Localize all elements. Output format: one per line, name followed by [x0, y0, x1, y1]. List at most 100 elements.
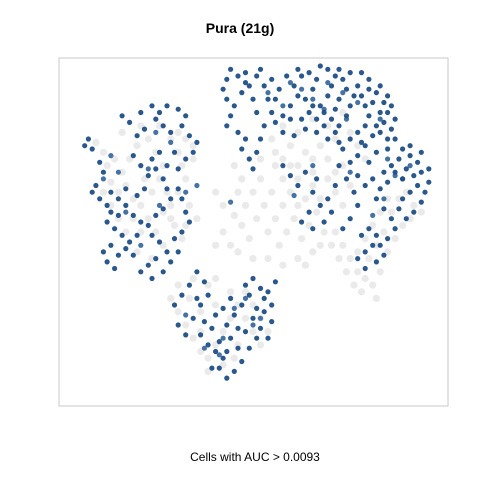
scatter-point-high	[306, 109, 312, 116]
scatter-point-mid	[310, 96, 316, 102]
scatter-point-high	[317, 63, 323, 69]
scatter-point-mid	[291, 192, 297, 199]
scatter-point-high	[175, 186, 181, 192]
scatter-point-background	[238, 221, 246, 229]
scatter-point-high	[370, 242, 376, 248]
scatter-point-mid	[100, 176, 106, 182]
scatter-point-high	[336, 66, 342, 72]
scatter-point-high	[377, 129, 383, 135]
scatter-point-high	[385, 93, 391, 99]
scatter-point-high	[355, 173, 361, 179]
scatter-point-high	[351, 189, 357, 195]
scatter-point-background	[189, 274, 197, 283]
scatter-point-background	[193, 215, 201, 223]
scatter-point-background	[271, 215, 279, 223]
scatter-point-background	[174, 148, 182, 156]
scatter-point-background	[103, 162, 111, 170]
scatter-point-high	[328, 83, 335, 89]
scatter-point-high	[127, 239, 133, 245]
scatter-point-background	[118, 168, 126, 176]
scatter-point-high	[89, 146, 95, 152]
scatter-point-background	[253, 215, 261, 223]
scatter-point-high	[141, 186, 148, 192]
scatter-point-high	[381, 99, 387, 106]
scatter-point-high	[156, 109, 163, 116]
scatter-point-high	[224, 348, 230, 355]
scatter-point-high	[141, 126, 148, 132]
scatter-point-high	[231, 103, 237, 109]
scatter-point-high	[269, 76, 275, 82]
scatter-point-high	[127, 119, 133, 125]
scatter-point-high	[377, 242, 383, 248]
scatter-point-background	[309, 248, 317, 256]
scatter-point-background	[275, 241, 283, 249]
scatter-point-background	[107, 178, 115, 186]
scatter-point-high	[280, 163, 286, 169]
scatter-point-high	[82, 143, 88, 149]
scatter-point-background	[99, 188, 107, 196]
scatter-point-high	[362, 103, 368, 109]
scatter-point-high	[269, 302, 275, 308]
scatter-point-high	[254, 335, 260, 341]
scatter-point-high	[242, 70, 249, 76]
scatter-point-background	[230, 162, 238, 170]
scatter-point-background	[346, 181, 354, 190]
scatter-point-high	[302, 169, 308, 175]
scatter-point-background	[92, 138, 100, 146]
scatter-point-high	[138, 163, 144, 169]
scatter-point-background	[301, 261, 309, 269]
scatter-point-high	[220, 355, 226, 361]
scatter-point-high	[97, 159, 103, 165]
scatter-point-background	[264, 228, 272, 236]
scatter-point-high	[242, 80, 249, 86]
scatter-point-high	[400, 196, 406, 202]
scatter-point-background	[402, 188, 410, 196]
scatter-point-background	[219, 201, 227, 209]
scatter-point-high	[145, 262, 151, 268]
scatter-point-high	[239, 302, 245, 308]
scatter-point-high	[153, 212, 159, 218]
scatter-point-mid	[385, 156, 391, 162]
scatter-point-background	[387, 208, 395, 216]
scatter-point-high	[299, 116, 305, 122]
scatter-point-high	[213, 348, 219, 355]
scatter-point-high	[138, 269, 144, 275]
scatter-point-high	[314, 176, 320, 182]
scatter-point-high	[112, 226, 118, 232]
scatter-point-high	[411, 173, 417, 179]
scatter-point-high	[108, 242, 114, 248]
scatter-point-high	[138, 109, 144, 116]
scatter-point-high	[175, 106, 181, 112]
scatter-point-background	[294, 175, 302, 183]
scatter-point-background	[159, 162, 167, 170]
scatter-point-high	[306, 70, 312, 76]
scatter-point-high	[164, 186, 170, 192]
scatter-point-high	[183, 156, 189, 162]
scatter-point-high	[385, 136, 391, 142]
scatter-point-background	[391, 235, 399, 243]
scatter-point-high	[130, 252, 136, 258]
scatter-point-high	[100, 169, 106, 175]
scatter-point-background	[182, 321, 190, 329]
scatter-point-high	[418, 149, 424, 155]
scatter-point-high	[183, 113, 189, 119]
scatter-point-high	[321, 109, 327, 116]
scatter-point-high	[317, 202, 323, 208]
scatter-point-high	[284, 73, 290, 79]
scatter-point-high	[194, 139, 200, 145]
scatter-point-high	[160, 176, 166, 182]
scatter-point-background	[268, 188, 276, 196]
scatter-point-high	[358, 70, 365, 76]
scatter-point-high	[295, 182, 301, 189]
scatter-point-background	[372, 294, 380, 302]
scatter-point-high	[415, 182, 421, 189]
scatter-point-high	[115, 212, 121, 218]
scatter-point-high	[201, 319, 207, 325]
scatter-point-background	[241, 201, 250, 209]
scatter-point-high	[108, 209, 114, 215]
scatter-point-high	[119, 113, 125, 119]
scatter-point-high	[358, 93, 365, 99]
scatter-point-background	[279, 261, 287, 269]
scatter-point-background	[294, 201, 302, 209]
scatter-point-background	[256, 175, 265, 183]
